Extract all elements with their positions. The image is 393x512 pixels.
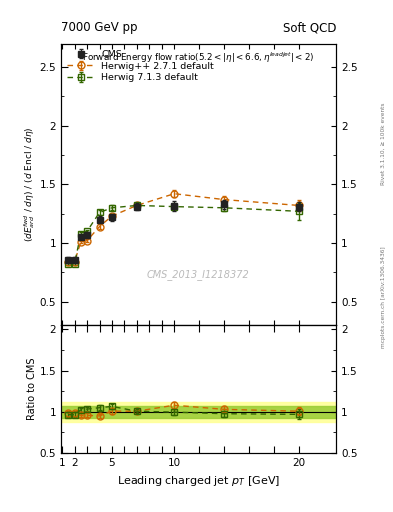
Text: CMS_2013_I1218372: CMS_2013_I1218372 bbox=[147, 269, 250, 280]
X-axis label: Leading charged jet $p_T$ [GeV]: Leading charged jet $p_T$ [GeV] bbox=[117, 474, 280, 487]
Bar bbox=[61, 402, 336, 422]
Legend: CMS, Herwig++ 2.7.1 default, Herwig 7.1.3 default: CMS, Herwig++ 2.7.1 default, Herwig 7.1.… bbox=[64, 47, 218, 86]
Text: 7000 GeV pp: 7000 GeV pp bbox=[61, 22, 138, 34]
Y-axis label: $(dE^{fwd}_{ard}$ / $d\eta)$ / $(d$ Encl / $d\eta)$: $(dE^{fwd}_{ard}$ / $d\eta)$ / $(d$ Encl… bbox=[22, 126, 37, 242]
Bar bbox=[61, 406, 336, 418]
Text: Soft QCD: Soft QCD bbox=[283, 22, 336, 34]
Text: Rivet 3.1.10, ≥ 100k events: Rivet 3.1.10, ≥ 100k events bbox=[381, 102, 386, 185]
Text: Forward Energy flow ratio$(5.2 < |\eta| < 6.6, \eta^{leadjet}| < 2)$: Forward Energy flow ratio$(5.2 < |\eta| … bbox=[82, 51, 315, 65]
Y-axis label: Ratio to CMS: Ratio to CMS bbox=[27, 358, 37, 420]
Text: mcplots.cern.ch [arXiv:1306.3436]: mcplots.cern.ch [arXiv:1306.3436] bbox=[381, 246, 386, 348]
